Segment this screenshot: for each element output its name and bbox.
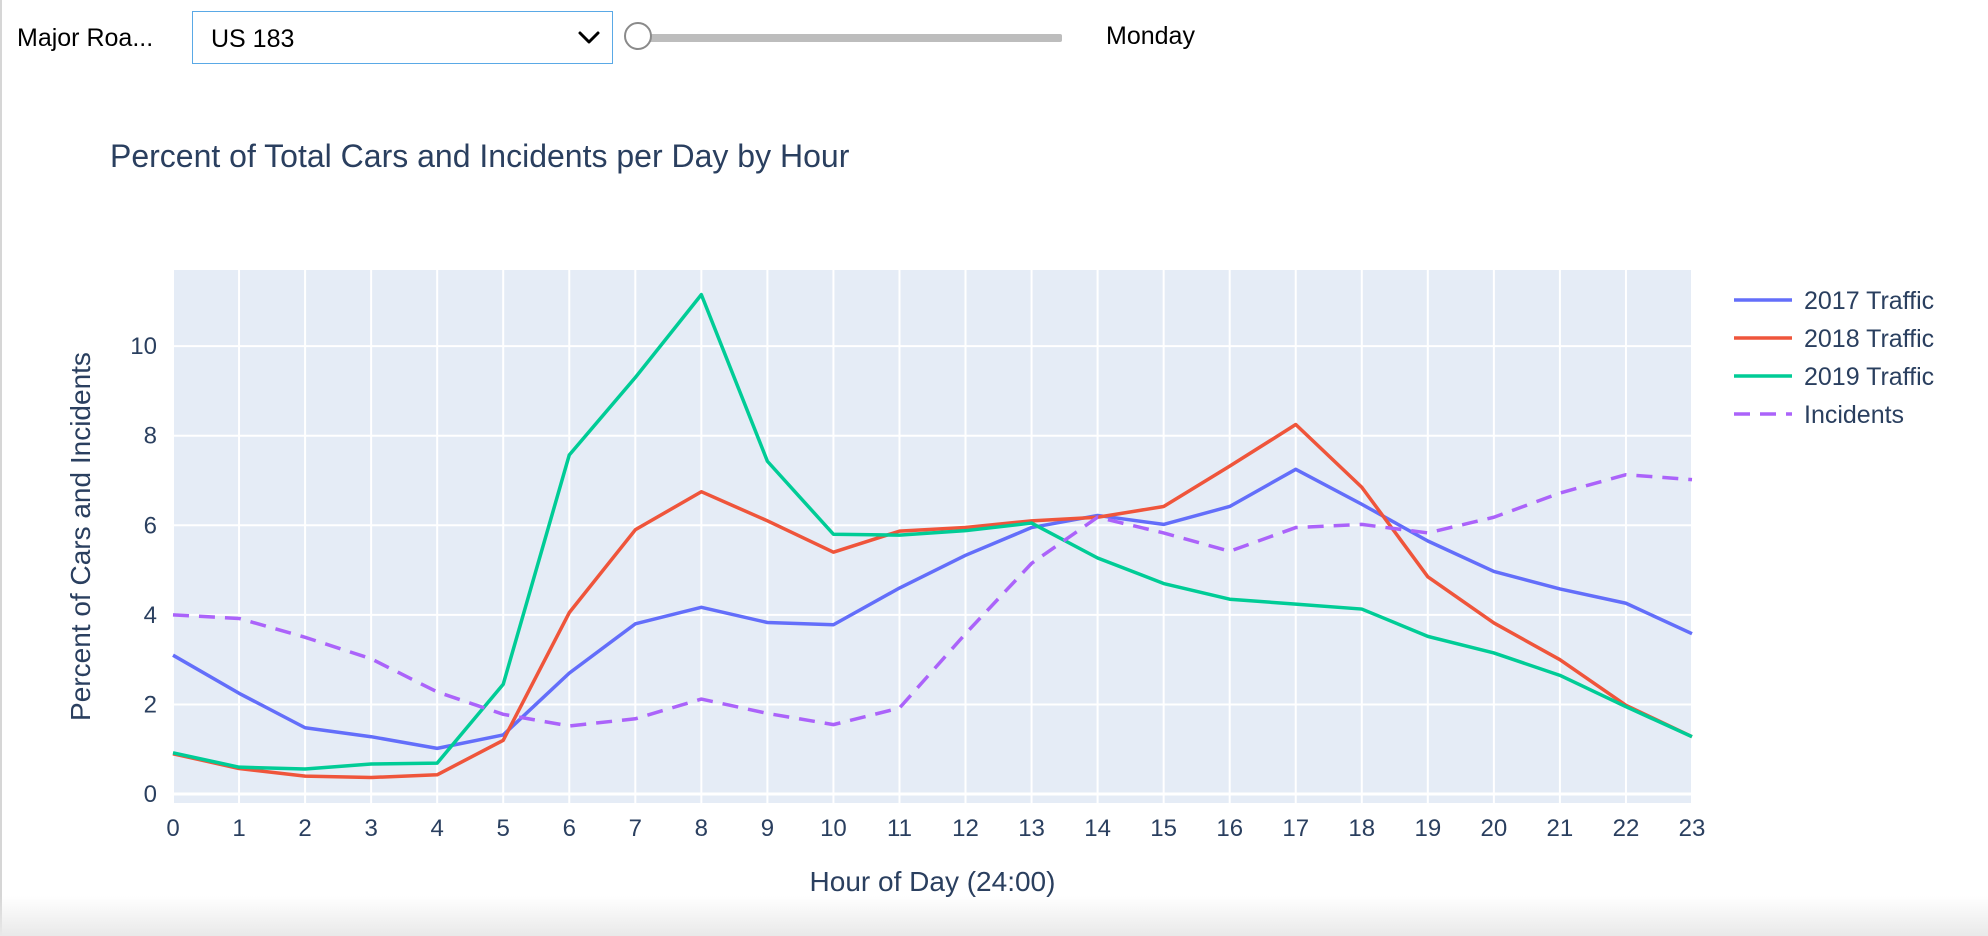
x-tick-label: 15 xyxy=(1150,815,1177,842)
major-road-selected-value: US 183 xyxy=(211,25,295,53)
x-tick-label: 12 xyxy=(952,815,979,842)
series-lines xyxy=(172,292,1693,780)
x-axis-label: Hour of Day (24:00) xyxy=(810,866,1056,897)
controls-bar: Major Roa... US 183 Monday xyxy=(0,0,1988,74)
day-slider-track[interactable] xyxy=(640,34,1062,42)
day-slider[interactable] xyxy=(624,18,1062,58)
x-tick-label: 13 xyxy=(1018,815,1045,842)
plot-background xyxy=(173,270,1692,803)
y-tick-label: 4 xyxy=(144,602,157,629)
window-left-border xyxy=(0,0,2,936)
x-tick-label: 19 xyxy=(1414,815,1441,842)
x-tick-label: 3 xyxy=(364,815,377,842)
x-tick-label: 10 xyxy=(820,815,847,842)
major-road-label: Major Roa... xyxy=(17,24,154,52)
legend-label-2017-traffic: 2017 Traffic xyxy=(1804,287,1934,315)
y-axis-label: Percent of Cars and Incidents xyxy=(65,352,96,721)
x-tick-label: 7 xyxy=(629,815,642,842)
legend-label-2019-traffic: 2019 Traffic xyxy=(1804,363,1934,391)
x-tick-label: 17 xyxy=(1282,815,1309,842)
x-tick-label: 18 xyxy=(1348,815,1375,842)
x-tick-label: 22 xyxy=(1613,815,1640,842)
x-tick-label: 11 xyxy=(887,815,912,842)
traffic-incidents-line-chart: Percent of Total Cars and Incidents per … xyxy=(65,138,1934,897)
chart-title: Percent of Total Cars and Incidents per … xyxy=(110,138,850,174)
tick-labels: 0 1 2 3 4 5 6 7 8 9 10 11 12 13 14 15 16 17 18 19 20 21 22 2302… xyxy=(130,333,1705,842)
x-tick-label: 6 xyxy=(563,815,576,842)
series-line-2018-traffic xyxy=(172,422,1693,780)
y-tick-label: 0 xyxy=(144,781,157,808)
legend: 2017 Traffic 2018 Traffic 2019 Traffic Inci… xyxy=(1734,287,1934,429)
legend-label-2018-traffic: 2018 Traffic xyxy=(1804,325,1934,353)
series-line-incidents xyxy=(172,472,1693,728)
x-tick-label: 23 xyxy=(1679,815,1706,842)
x-tick-label: 21 xyxy=(1547,815,1574,842)
x-tick-label: 20 xyxy=(1481,815,1508,842)
x-tick-label: 8 xyxy=(695,815,708,842)
x-tick-label: 1 xyxy=(232,815,245,842)
y-tick-label: 10 xyxy=(130,333,157,360)
y-tick-label: 8 xyxy=(144,423,157,450)
day-slider-handle[interactable] xyxy=(624,22,652,50)
x-tick-label: 2 xyxy=(298,815,311,842)
x-tick-label: 0 xyxy=(166,815,179,842)
window-bottom-edge xyxy=(0,896,1988,936)
grid-lines xyxy=(172,270,1693,803)
legend-label-incidents: Incidents xyxy=(1804,401,1904,429)
series-line-2017-traffic xyxy=(172,467,1693,751)
x-tick-label: 14 xyxy=(1084,815,1111,842)
x-tick-label: 16 xyxy=(1216,815,1243,842)
day-value-label: Monday xyxy=(1106,22,1195,50)
chevron-down-icon xyxy=(578,31,600,44)
x-tick-label: 5 xyxy=(497,815,510,842)
x-tick-label: 4 xyxy=(430,815,443,842)
series-line-2019-traffic xyxy=(172,292,1693,771)
y-tick-label: 2 xyxy=(144,691,157,718)
y-tick-label: 6 xyxy=(144,512,157,539)
x-tick-label: 9 xyxy=(761,815,774,842)
major-road-dropdown[interactable]: US 183 xyxy=(192,11,613,64)
